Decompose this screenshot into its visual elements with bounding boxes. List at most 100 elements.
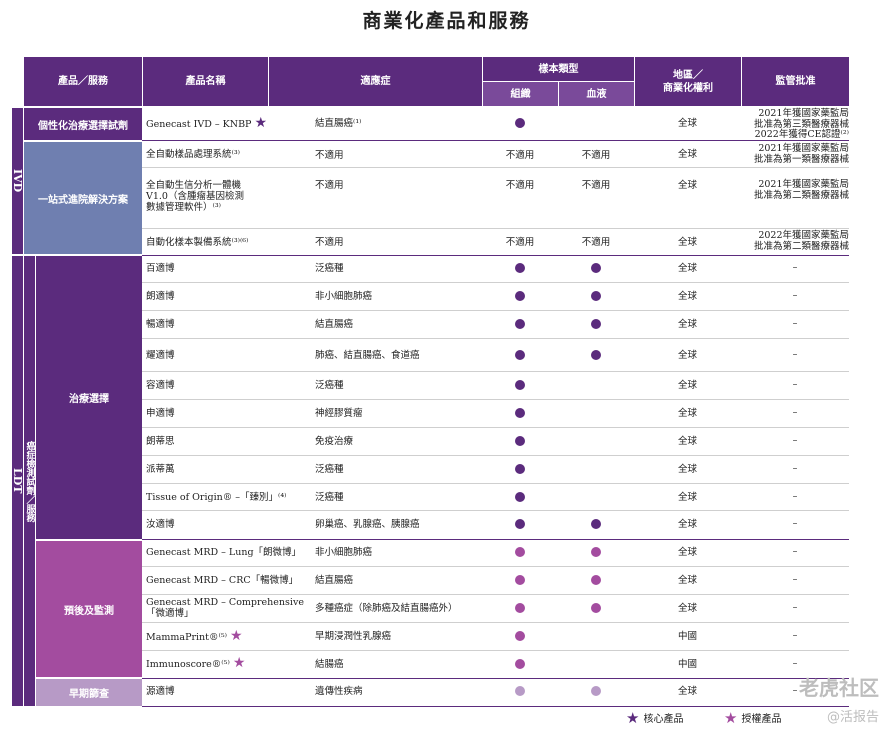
table-row-indication: 泛癌種 [315,263,344,274]
table-row-indication: 不適用 [315,150,344,161]
legend-licensed: ★ 授權產品 [724,708,782,727]
core-product-star-icon: ★ [626,708,640,727]
table-row-approval: – [792,435,798,446]
tissue-dot [515,319,525,329]
table-row-product: 全自動生信分析一體機 V1.0（含腫瘤基因檢測 數據管理軟件）⁽³⁾ [146,180,244,213]
blood-dot [591,575,601,585]
table-row-approval: – [792,630,798,641]
table-row-product: 暢適博 [146,319,175,330]
group-therapy: 治療選擇 [36,256,142,539]
table-row-indication: 不適用 [315,180,344,191]
group-onestop: 一站式進院解決方案 [24,142,142,254]
table-row-approval: – [792,262,798,273]
tissue-dot [515,263,525,273]
table-row-region: 全球 [677,350,697,361]
table-row-approval: – [792,491,798,502]
table-row-region: 全球 [677,603,697,614]
table-row-approval: – [792,407,798,418]
tissue-dot [515,631,525,641]
table-row-indication: 非小細胞肺癌 [315,547,373,558]
table-row-product: 朗適博 [146,291,175,302]
table-row-approval: – [792,602,798,613]
table-row-product: 容適博 [146,380,175,391]
tissue-dot [515,686,525,696]
table-row-approval: – [792,379,798,390]
blood-dot [591,603,601,613]
table-row-indication: 結直腸癌 [315,319,354,330]
table-row-approval: – [792,463,798,474]
table-row-indication: 非小細胞肺癌 [315,291,373,302]
table-row-indication: 早期浸潤性乳腺癌 [315,631,392,642]
header-tissue: 組織 [483,82,558,106]
table-row-product: Tissue of Origin® –「臻別」⁽⁴⁾ [146,492,287,503]
table-row-approval: 2022年獲國家藥監局 批准為第二類醫療器械 [753,230,849,252]
table-row-region: 全球 [677,149,697,160]
tissue-dot [515,350,525,360]
table-row-blood: 不適用 [581,150,611,161]
header-blood: 血液 [559,82,634,106]
blood-dot [591,263,601,273]
table-row-indication: 遺傳性疾病 [315,686,363,697]
table-row-indication: 卵巢癌、乳腺癌、胰腺癌 [315,519,420,530]
tissue-dot [515,519,525,529]
table-row-region: 全球 [677,319,697,330]
blood-dot [591,350,601,360]
ldt-bar: LDT [11,256,24,706]
legend-core: ★ 核心產品 [626,708,684,727]
header-approval: 監管批准 [742,57,849,106]
table-row-indication: 泛癌種 [315,492,344,503]
table-row-approval: 2021年獲國家藥監局 批准為第三類醫療器械 2022年獲得CE認證⁽²⁾ [753,108,849,140]
table-row-product: 耀適博 [146,350,175,361]
table-row-indication: 結腸癌 [315,659,344,670]
blood-dot [591,291,601,301]
table-row-product: 百適博 [146,263,175,274]
group-screening: 早期篩查 [36,679,142,706]
table-row-approval: – [792,318,798,329]
tissue-dot [515,603,525,613]
watermark-line2: @活报告 [826,710,879,725]
table-row-indication: 泛癌種 [315,464,344,475]
tissue-dot [515,380,525,390]
table-row-indication: 肺癌、結直腸癌、食道癌 [315,350,420,361]
table-row-product: 源適博 [146,686,175,697]
table-row-region: 全球 [677,686,697,697]
table-row-region: 中國 [677,659,697,670]
table-row-product: 派蒂萬 [146,464,175,475]
table-row-region: 全球 [677,291,697,302]
table-row-approval: – [792,290,798,301]
table-row-region: 全球 [677,263,697,274]
table-row-product: Genecast MRD – Lung「朗微博」 [146,547,302,558]
ldt-sub-bar: 癌症檢測試劑／服務 [24,256,35,706]
table-row-region: 全球 [677,492,697,503]
table-row-approval: – [792,518,798,529]
blood-dot [591,686,601,696]
tissue-dot [515,291,525,301]
table-row-indication: 結直腸癌⁽¹⁾ [315,118,362,129]
table-row-region: 全球 [677,575,697,586]
group-prognosis: 預後及監測 [36,541,142,677]
page-title: 商業化產品和服務 [362,10,531,32]
table-row-indication: 不適用 [315,237,344,248]
table-row-product: Genecast MRD – CRC「暢微博」 [146,575,299,586]
group-personalized: 個性化治療選擇試劑 [24,108,142,140]
table-row-approval: – [792,546,798,557]
table-row-approval: – [792,685,798,696]
table-row-tissue: 不適用 [505,180,535,191]
tissue-dot [515,408,525,418]
table-row-region: 全球 [677,180,697,191]
table-row-approval: 2021年獲國家藥監局 批准為第二類醫療器械 [753,179,849,201]
blood-dot [591,319,601,329]
table-row-product: MammaPrint®⁽⁵⁾ ★ [146,628,243,644]
table-row-region: 全球 [677,380,697,391]
ivd-bar: IVD [11,108,24,254]
licensed-product-star-icon: ★ [724,708,738,727]
table-row-region: 全球 [677,519,697,530]
tissue-dot [515,118,525,128]
tissue-dot [515,547,525,557]
table-row-tissue: 不適用 [505,150,535,161]
tissue-dot [515,464,525,474]
table-row-region: 全球 [677,118,697,129]
table-row-indication: 多種癌症（除肺癌及結直腸癌外） [315,603,458,614]
table-row-approval: 2021年獲國家藥監局 批准為第一類醫療器械 [753,143,849,165]
licensed-product-star-icon: ★ [230,628,243,644]
